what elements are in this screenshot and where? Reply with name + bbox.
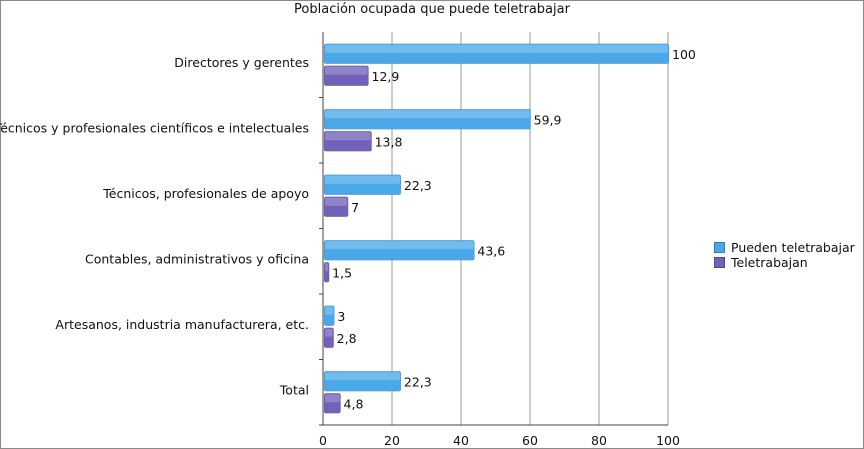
bar-0-1 <box>323 108 531 130</box>
bar-0-5 <box>323 370 402 392</box>
data-label-1-3: 1,5 <box>332 265 352 280</box>
legend: Pueden teletrabajar Teletrabajan <box>714 240 855 270</box>
bar-highlight-0-4 <box>325 306 334 315</box>
category-label-4: Artesanos, industria manufacturera, etc. <box>55 317 309 332</box>
legend-item-teletrabajan: Teletrabajan <box>714 255 855 270</box>
category-label-0: Directores y gerentes <box>174 55 309 70</box>
legend-swatch-teletrabajan <box>714 257 725 268</box>
data-label-1-1: 13,8 <box>375 134 403 149</box>
data-label-0-3: 43,6 <box>477 243 505 258</box>
bar-1-5 <box>323 392 341 414</box>
data-label-0-1: 59,9 <box>534 112 562 127</box>
legend-label-teletrabajan: Teletrabajan <box>731 255 808 270</box>
bar-1-0 <box>323 65 369 87</box>
bar-0-0 <box>323 43 670 65</box>
chart-title: Población ocupada que puede teletrabajar <box>294 2 570 17</box>
x-tick-label-40: 40 <box>453 433 469 448</box>
bar-0-2 <box>323 174 402 196</box>
data-label-0-2: 22,3 <box>404 178 432 193</box>
category-label-2: Técnicos, profesionales de apoyo <box>102 186 309 201</box>
category-label-5: Total <box>279 382 309 397</box>
x-tick-label-0: 0 <box>319 433 327 448</box>
x-tick-label-80: 80 <box>591 433 607 448</box>
bar-highlight-0-2 <box>325 175 400 184</box>
bar-highlight-0-0 <box>325 44 668 53</box>
data-label-1-5: 4,8 <box>344 396 364 411</box>
data-label-1-4: 2,8 <box>337 331 357 346</box>
legend-item-pueden: Pueden teletrabajar <box>714 240 855 255</box>
bar-highlight-1-5 <box>325 394 340 403</box>
bar-0-4 <box>323 305 335 327</box>
legend-label-pueden: Pueden teletrabajar <box>731 240 855 255</box>
data-label-1-2: 7 <box>351 200 359 215</box>
bar-0-3 <box>323 239 475 261</box>
bar-highlight-1-0 <box>325 66 368 75</box>
bar-highlight-1-3 <box>325 263 329 272</box>
bar-1-2 <box>323 196 349 218</box>
category-label-1: Técnicos y profesionales científicos e i… <box>0 120 309 135</box>
bar-1-3 <box>323 261 330 283</box>
category-label-3: Contables, administrativos y oficina <box>85 251 309 266</box>
data-label-1-0: 12,9 <box>372 69 400 84</box>
bar-1-4 <box>323 327 334 349</box>
bar-1-1 <box>323 130 372 152</box>
bar-highlight-0-5 <box>325 372 400 381</box>
data-label-0-0: 100 <box>672 47 696 62</box>
bar-highlight-1-2 <box>325 197 348 206</box>
bar-highlight-1-1 <box>325 132 371 141</box>
x-tick-label-60: 60 <box>522 433 538 448</box>
x-tick-label-100: 100 <box>656 433 680 448</box>
bar-highlight-0-3 <box>325 241 474 250</box>
data-label-0-4: 3 <box>337 309 345 324</box>
legend-swatch-pueden <box>714 242 725 253</box>
bar-highlight-1-4 <box>325 328 333 337</box>
x-tick-label-20: 20 <box>384 433 400 448</box>
data-label-0-5: 22,3 <box>404 374 432 389</box>
bar-highlight-0-1 <box>325 110 530 119</box>
